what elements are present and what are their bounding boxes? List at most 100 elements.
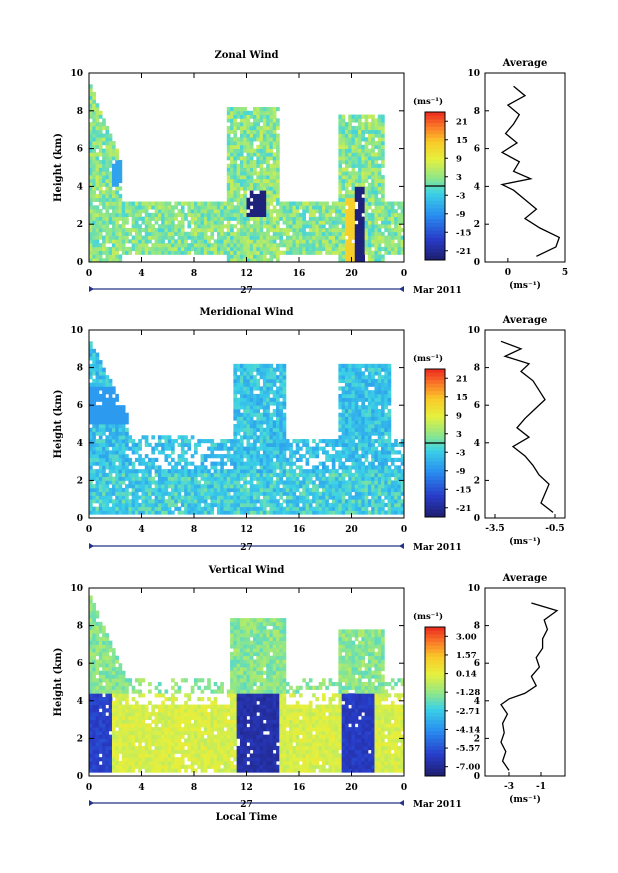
heatmap-cell (180, 487, 185, 493)
heatmap-cell (377, 197, 382, 202)
heatmap-cell (230, 137, 234, 142)
heatmap-cell (144, 439, 149, 444)
heatmap-cell (154, 446, 159, 451)
heatmap-cell (180, 439, 185, 444)
heatmap-cell (305, 457, 310, 462)
heatmap-cell (233, 446, 238, 451)
heatmap-cell (121, 472, 126, 478)
heatmap-cell (276, 457, 280, 462)
heatmap-cell (348, 427, 352, 432)
heatmap-cell (148, 442, 152, 447)
heatmap-cell (243, 502, 247, 508)
heatmap-cell (102, 220, 106, 225)
heatmap-cell (348, 416, 352, 421)
heatmap-cell (377, 390, 382, 395)
heatmap-cell (354, 450, 359, 455)
heatmap-cell (230, 205, 234, 210)
heatmap-cell (390, 201, 395, 206)
heatmap-cell (105, 382, 110, 387)
heatmap-cell (98, 122, 103, 127)
heatmap-cell (92, 753, 96, 758)
heatmap-cell (157, 439, 162, 444)
heatmap-cell (351, 224, 356, 229)
heatmap-cell (92, 193, 96, 199)
heatmap-cell (374, 487, 379, 493)
heatmap-cell (367, 190, 372, 195)
heatmap-cell (210, 491, 215, 496)
heatmap-cell (105, 439, 110, 444)
heatmap-cell (233, 197, 238, 202)
heatmap-cell (328, 250, 333, 255)
heatmap-cell (279, 201, 283, 206)
heatmap-cell (239, 243, 244, 248)
heatmap-cell (384, 243, 388, 248)
heatmap-cell (200, 212, 205, 218)
heatmap-cell (92, 107, 96, 112)
heatmap-cell (344, 393, 349, 399)
heatmap-cell (390, 205, 395, 210)
heatmap-cell (210, 212, 215, 218)
heatmap-cell (335, 216, 339, 221)
heatmap-cell (341, 427, 346, 432)
heatmap-cell (331, 439, 336, 444)
heatmap-cell (233, 424, 238, 429)
heatmap-cell (167, 484, 172, 489)
heatmap-cell (200, 209, 205, 214)
heatmap-cell (216, 510, 221, 515)
heatmap-cell (354, 420, 359, 425)
heatmap-cell (328, 506, 333, 511)
heatmap-cell (358, 152, 362, 157)
heatmap-cell (344, 401, 349, 406)
heatmap-cell (344, 416, 349, 421)
heatmap-cell (312, 227, 316, 233)
heatmap-cell (354, 476, 359, 481)
heatmap-cell (371, 212, 375, 218)
heatmap-cell (344, 258, 349, 263)
heatmap-cell (364, 442, 369, 447)
heatmap-cell (89, 114, 93, 119)
heatmap-cell (256, 178, 261, 184)
heatmap-cell (325, 450, 329, 455)
heatmap-cell (141, 246, 146, 252)
heatmap-cell (335, 484, 339, 489)
heatmap-cell (89, 469, 93, 474)
heatmap-cell (184, 246, 188, 252)
heatmap-cell (253, 110, 257, 115)
heatmap-cell (325, 212, 329, 218)
heatmap-cell (384, 397, 388, 402)
heatmap-cell (197, 243, 201, 248)
heatmap-cell (256, 209, 261, 214)
heatmap-cell (243, 110, 247, 115)
heatmap-cell (328, 502, 333, 508)
heatmap-cell (351, 175, 356, 180)
heatmap-cell (262, 431, 267, 436)
heatmap-cell (295, 239, 300, 244)
heatmap-cell (239, 235, 244, 240)
heatmap-cell (341, 227, 346, 233)
heatmap-cell (144, 469, 149, 474)
heatmap-cell (338, 216, 343, 221)
heatmap-cell (259, 137, 264, 142)
heatmap-cell (233, 495, 238, 500)
heatmap-cell (397, 499, 402, 504)
heatmap-cell (89, 345, 93, 350)
heatmap-cell (249, 141, 254, 146)
heatmap-cell (216, 442, 221, 447)
heatmap-cell (246, 371, 251, 376)
heatmap-cell (328, 454, 333, 459)
heatmap-cell (239, 197, 244, 202)
heatmap-cell (210, 224, 215, 229)
heatmap-cell (121, 227, 126, 233)
colorbar-segment (425, 204, 445, 209)
heatmap-cell (262, 401, 267, 406)
heatmap-cell (161, 216, 165, 221)
heatmap-cell (187, 220, 192, 225)
heatmap-cell (354, 133, 359, 138)
heatmap-cell (233, 167, 238, 172)
heatmap-cell (341, 216, 346, 221)
heatmap-cell (233, 472, 238, 478)
heatmap-cell (207, 454, 211, 459)
heatmap-cell (121, 461, 126, 466)
heatmap-cell (341, 167, 346, 172)
heatmap-cell (384, 382, 388, 387)
